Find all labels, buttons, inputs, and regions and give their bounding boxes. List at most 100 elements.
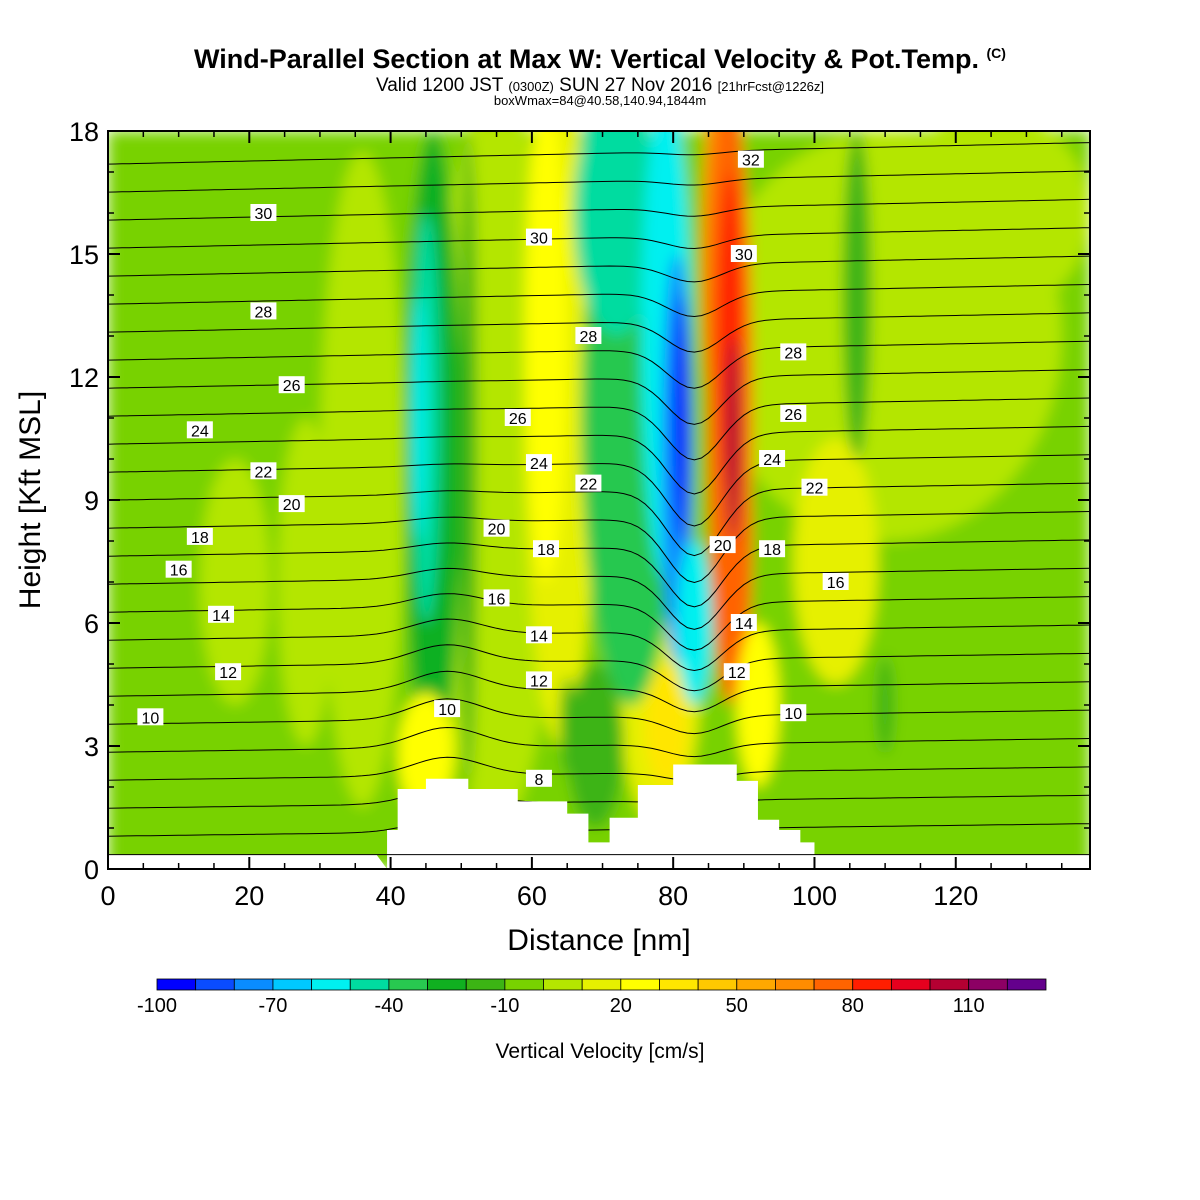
theta-label-text: 16 bbox=[170, 563, 188, 580]
theta-contour-label: 28 bbox=[250, 302, 277, 321]
theta-label-box bbox=[250, 204, 277, 221]
theta-contour-label: 26 bbox=[504, 409, 531, 428]
theta-label-box bbox=[780, 343, 807, 361]
velocity-blob bbox=[411, 295, 426, 541]
velocity-blob bbox=[842, 131, 871, 459]
theta-contour-label: 8 bbox=[525, 769, 552, 789]
theta-contour-line bbox=[108, 818, 1090, 837]
axes: 0 20 40 60 80 100 120 0 3 6 9 12 15 18 bbox=[69, 117, 1091, 911]
chart-title: Wind-Parallel Section at Max W: Vertical… bbox=[0, 44, 1200, 75]
theta-label-box bbox=[737, 150, 764, 168]
colorbar-swatch bbox=[465, 978, 506, 991]
colorbar-swatch bbox=[620, 978, 660, 991]
theta-label-text: 24 bbox=[763, 452, 781, 469]
theta-contour-label: 20 bbox=[278, 495, 305, 514]
theta-contour-label: 18 bbox=[186, 527, 213, 547]
theta-label-text: 16 bbox=[827, 575, 845, 592]
theta-label-text: 30 bbox=[255, 206, 273, 223]
x-tick-label: 100 bbox=[792, 881, 837, 911]
forecast-info: [21hrFcst@1226z] bbox=[717, 79, 825, 94]
valid-utc: (0300Z) bbox=[508, 79, 554, 94]
theta-contour-line bbox=[108, 567, 1090, 630]
theta-contour-label: 28 bbox=[575, 327, 602, 346]
theta-label-text: 22 bbox=[806, 481, 824, 498]
theta-label-box bbox=[759, 540, 786, 558]
copyright-mark: (C) bbox=[986, 45, 1006, 61]
theta-contour-label: 26 bbox=[780, 404, 807, 424]
theta-label-box bbox=[525, 626, 552, 644]
theta-label-text: 12 bbox=[530, 673, 548, 690]
theta-label-text: 28 bbox=[580, 329, 598, 346]
theta-contour-label: 22 bbox=[575, 474, 602, 494]
colorbar-swatch bbox=[659, 978, 699, 991]
theta-label-box bbox=[186, 527, 213, 545]
velocity-blob bbox=[277, 418, 335, 746]
colorbar-swatch bbox=[581, 978, 622, 991]
theta-contour-label: 32 bbox=[737, 150, 764, 170]
theta-label-text: 28 bbox=[784, 345, 802, 362]
theta-contour-label: 18 bbox=[533, 540, 560, 559]
terrain-fill bbox=[108, 764, 1090, 869]
x-tick-label: 120 bbox=[933, 881, 978, 911]
theta-label-box bbox=[780, 704, 807, 722]
theta-label-box bbox=[483, 589, 510, 607]
theta-contour-line bbox=[108, 142, 1090, 165]
colorbar-tick-label: 80 bbox=[842, 995, 864, 1017]
colorbar-swatch bbox=[311, 978, 351, 991]
field-blur-group bbox=[108, 131, 1090, 869]
chart-title-text: Wind-Parallel Section at Max W: Vertical… bbox=[194, 44, 979, 74]
theta-contour-label: 18 bbox=[759, 540, 786, 559]
theta-label-box bbox=[165, 560, 192, 578]
velocity-blob bbox=[319, 151, 405, 808]
velocity-blob bbox=[560, 676, 575, 775]
theta-label-text: 30 bbox=[735, 247, 753, 264]
theta-label-text: 26 bbox=[784, 407, 802, 424]
theta-contour-line bbox=[108, 425, 1090, 495]
theta-label-box bbox=[137, 708, 164, 726]
colorbar-swatch bbox=[427, 978, 467, 991]
theta-label-text: 22 bbox=[580, 477, 598, 494]
theta-contour-line bbox=[108, 397, 1090, 461]
theta-label-text: 20 bbox=[714, 538, 732, 555]
contour-labels: 32 30 30 30 28 28 28 26 26 26 24 24 24 22 22 22 20 20 20 18… bbox=[137, 150, 849, 789]
theta-contour-line bbox=[108, 369, 1090, 425]
terrain bbox=[108, 764, 1090, 869]
theta-contour-line bbox=[108, 227, 1090, 250]
colorbar-tick-label: 110 bbox=[953, 995, 985, 1017]
theta-contour-label: 12 bbox=[215, 663, 242, 682]
theta-label-text: 14 bbox=[212, 608, 230, 625]
colorbar-swatch bbox=[852, 978, 892, 991]
velocity-blob bbox=[567, 664, 624, 828]
theta-label-text: 14 bbox=[530, 628, 548, 645]
theta-label-text: 24 bbox=[530, 456, 548, 473]
theta-label-box bbox=[759, 450, 786, 467]
theta-label-text: 24 bbox=[191, 423, 209, 440]
theta-label-text: 18 bbox=[537, 542, 555, 559]
theta-contour-line bbox=[108, 312, 1090, 353]
theta-label-box bbox=[730, 245, 757, 262]
theta-contour-label: 10 bbox=[434, 700, 461, 719]
x-tick-label: 40 bbox=[376, 881, 406, 911]
theta-contour-line bbox=[108, 726, 1090, 758]
theta-label-box bbox=[575, 474, 602, 492]
theta-contour-line bbox=[108, 284, 1090, 318]
theta-label-box bbox=[525, 769, 552, 787]
colorbar-tick-label: 50 bbox=[726, 995, 748, 1017]
y-tick-label: 12 bbox=[69, 363, 99, 393]
theta-label-text: 26 bbox=[509, 411, 527, 428]
theta-contour-label: 16 bbox=[822, 573, 849, 592]
theta-contour-line bbox=[108, 539, 1090, 608]
colorbar-swatch bbox=[543, 978, 583, 991]
y-tick-label: 18 bbox=[69, 117, 99, 147]
theta-label-box bbox=[525, 454, 552, 472]
theta-label-box bbox=[278, 376, 305, 394]
theta-contour-line bbox=[108, 698, 1090, 735]
theta-label-text: 20 bbox=[283, 497, 301, 514]
valid-time: Valid 1200 JST (0300Z) SUN 27 Nov 2016 [… bbox=[0, 75, 1200, 97]
theta-contour-label: 14 bbox=[208, 605, 235, 625]
theta-contour-line bbox=[108, 482, 1090, 557]
colorbar-tick-label: -100 bbox=[137, 995, 177, 1017]
x-tick-label: 80 bbox=[658, 881, 688, 911]
theta-label-box bbox=[801, 478, 828, 496]
theta-label-box bbox=[525, 671, 552, 689]
